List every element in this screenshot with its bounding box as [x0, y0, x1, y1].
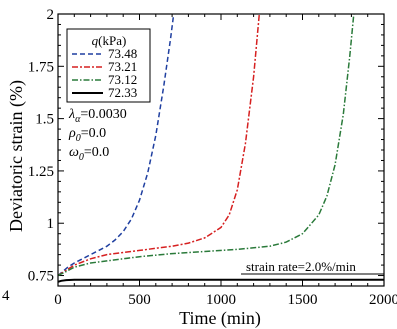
legend-box [66, 28, 151, 103]
series-line-73.48 [58, 14, 175, 277]
strain-rate-annotation: strain rate=2.0%/min [246, 259, 356, 274]
parameter-label: ω0=0.0 [69, 145, 109, 163]
legend-title-symbol: q [92, 33, 99, 48]
annotation: strain rate=2.0%/min [241, 259, 384, 275]
legend-label: 73.21 [108, 59, 137, 74]
series-line-73.12 [58, 14, 355, 277]
series-line-72.33 [58, 278, 384, 283]
x-axis-title: Time (min) [179, 308, 261, 329]
legend-title: q(kPa) [92, 33, 127, 48]
legend-label: 73.48 [108, 46, 137, 61]
y-tick-label: 1.75 [28, 59, 54, 75]
series-line-73.21 [58, 14, 261, 277]
y-tick-label: 0.75 [28, 269, 54, 285]
parameter-label: λα=0.0030 [68, 107, 127, 125]
plot-frame [57, 13, 385, 287]
clipped-tick-label: 4 [2, 288, 10, 304]
legend-label: 73.12 [108, 72, 137, 87]
legend-label: 72.33 [108, 85, 137, 100]
y-tick-label: 1.25 [28, 164, 54, 180]
x-tick-label: 0 [54, 292, 62, 308]
tick-labels: 0 500 1000 1500 2000 0.75 1 1.25 1.5 1.75 2 [28, 7, 397, 308]
parameter-label: ρ0=0.0 [68, 126, 106, 144]
x-tick-label: 500 [128, 292, 151, 308]
y-tick-label: 1 [47, 216, 55, 232]
series-lines [58, 14, 384, 283]
x-tick-label: 2000 [369, 292, 397, 308]
x-tick-label: 1500 [288, 292, 318, 308]
y-axis-title: Deviatoric strain (%) [6, 80, 27, 232]
x-tick-label: 1000 [206, 292, 236, 308]
legend-title-unit: (kPa) [98, 33, 126, 48]
y-tick-label: 2 [47, 7, 55, 23]
y-tick-label: 1.5 [35, 112, 54, 128]
